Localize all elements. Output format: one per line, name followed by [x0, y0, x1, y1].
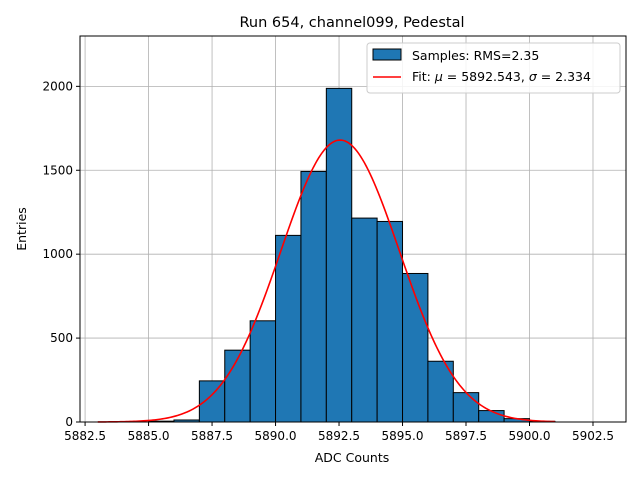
y-tick-label-0: 0 [65, 415, 73, 429]
y-tick-label-4: 2000 [42, 79, 73, 93]
legend-fit-mu-value: = 5892.543, [443, 69, 529, 84]
fit-curve [97, 139, 555, 423]
histogram-bar-3 [224, 349, 251, 423]
legend-fit-label: Fit: μ = 5892.543, σ = 2.334 [412, 69, 591, 84]
x-tick-label-8: 5902.5 [572, 429, 614, 443]
x-tick-label-4: 5892.5 [318, 429, 360, 443]
x-axis: 5882.5 5885.0 5887.5 5890.0 5892.5 5895.0 5897… [64, 422, 614, 443]
legend-samples-label: Samples: RMS=2.35 [412, 48, 539, 63]
y-tick-label-3: 1500 [42, 163, 73, 177]
histogram-bar-5 [275, 234, 302, 423]
chart-title: Run 654, channel099, Pedestal [239, 15, 464, 31]
x-tick-label-1: 5885.0 [128, 429, 170, 443]
x-tick-label-6: 5897.5 [445, 429, 487, 443]
legend-fit-sigma-symbol: σ [529, 69, 538, 84]
legend-fit-prefix: Fit: [412, 69, 435, 84]
plot-frame [79, 35, 627, 423]
histogram-bars [148, 87, 556, 423]
x-tick-label-2: 5887.5 [191, 429, 233, 443]
y-axis: 0 500 1000 1500 2000 [42, 79, 80, 429]
histogram-bar-12 [452, 392, 480, 423]
histogram-bar-4 [249, 320, 277, 423]
y-tick-label-2: 1000 [42, 247, 73, 261]
x-axis-label: ADC Counts [315, 450, 390, 465]
histogram-bar-2 [198, 380, 226, 423]
legend-fit-sigma-value: = 2.334 [537, 69, 591, 84]
histogram-bar-9 [376, 220, 404, 423]
histogram-bar-13 [478, 410, 505, 423]
y-tick-label-1: 500 [50, 331, 73, 345]
x-tick-label-7: 5900.0 [508, 429, 550, 443]
histogram-bar-6 [300, 170, 327, 423]
x-tick-label-3: 5890.0 [255, 429, 297, 443]
histogram-bar-8 [351, 217, 378, 423]
legend-fit-mu-symbol: μ [434, 69, 443, 84]
x-tick-label-5: 5895.0 [382, 429, 424, 443]
histogram-bar-7 [325, 87, 353, 423]
histogram-bar-10 [402, 272, 429, 423]
x-tick-label-0: 5882.5 [64, 429, 106, 443]
legend-samples-swatch [372, 48, 402, 61]
y-axis-label: Entries [14, 207, 29, 251]
legend: Samples: RMS=2.35 Fit: μ = 5892.543, σ =… [366, 42, 621, 94]
legend-box [366, 42, 621, 94]
fit-curve-layer [97, 139, 555, 423]
